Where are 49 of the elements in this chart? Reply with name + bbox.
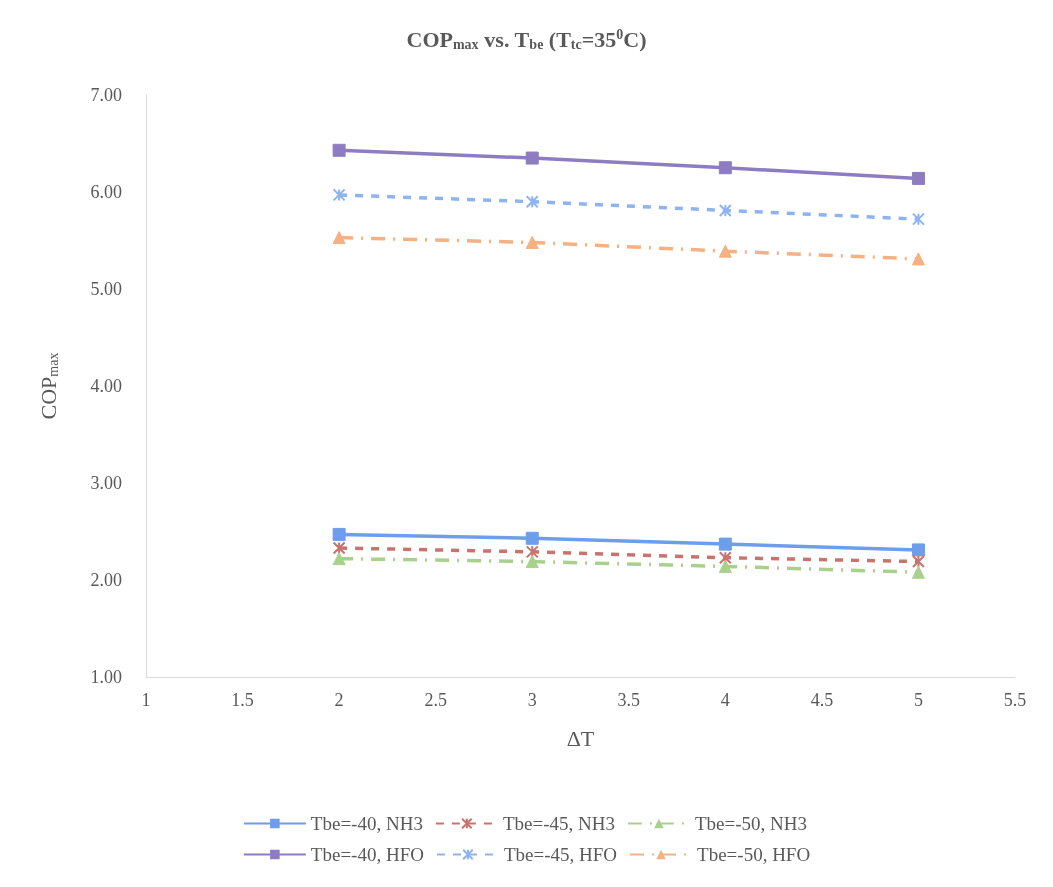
point: [332, 188, 346, 202]
x-axis-title: ΔT: [566, 725, 595, 751]
y-tick-label: 7.00: [90, 85, 122, 105]
y-tick-label: 5.00: [90, 279, 122, 299]
point: [911, 212, 925, 226]
y-tick-label: 3.00: [90, 473, 122, 493]
point: [911, 252, 925, 266]
point: [332, 231, 346, 245]
point: [525, 545, 539, 559]
x-tick-label: 3: [527, 690, 537, 710]
x-tick-label: 4.5: [810, 690, 834, 710]
legend-label: Tbe=-40, HFO: [310, 844, 424, 865]
y-tick-label: 2.00: [90, 570, 122, 590]
point: [332, 143, 346, 157]
point: [332, 552, 346, 566]
point: [332, 541, 346, 555]
point: [525, 531, 539, 545]
x-tick-label: 1: [141, 690, 151, 710]
point: [718, 161, 732, 175]
x-tick-label: 5: [913, 690, 923, 710]
point: [525, 235, 539, 249]
x-tick-label: 2.5: [424, 690, 447, 710]
point: [718, 244, 732, 258]
point: [525, 151, 539, 165]
legend-label: Tbe=-40, NH3: [310, 813, 423, 834]
legend-label: Tbe=-50, NH3: [694, 813, 807, 834]
point: [718, 537, 732, 551]
legend-label: Tbe=-50, HFO: [697, 844, 811, 865]
x-tick-label: 5.5: [1003, 690, 1027, 710]
point: [911, 555, 925, 569]
point: [718, 559, 732, 573]
x-tick-label: 2: [334, 690, 344, 710]
x-tick-label: 1.5: [231, 690, 254, 710]
y-tick-label: 6.00: [90, 182, 122, 202]
point: [332, 527, 346, 541]
x-tick-label: 4: [720, 690, 730, 710]
point: [911, 171, 925, 185]
x-tick-label: 3.5: [617, 690, 641, 710]
point: [911, 565, 925, 579]
point: [911, 543, 925, 557]
legend-label: Tbe=-45, NH3: [502, 813, 615, 834]
y-tick-label: 1.00: [90, 667, 122, 687]
legend-label: Tbe=-45, HFO: [503, 844, 618, 865]
y-axis-title: COPmax: [35, 352, 61, 420]
point: [718, 203, 732, 217]
point: [525, 195, 539, 209]
point: [525, 555, 539, 569]
point: [718, 551, 732, 565]
y-tick-label: 4.00: [90, 376, 122, 396]
